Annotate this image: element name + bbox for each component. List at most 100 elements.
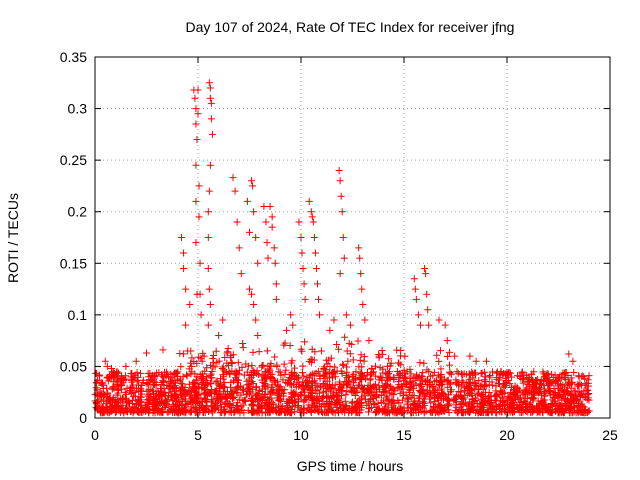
baseline-point (329, 408, 337, 416)
baseline-point (500, 382, 508, 390)
baseline-point (360, 357, 368, 365)
baseline-point (430, 406, 438, 414)
roti-point (180, 249, 188, 257)
baseline-point (155, 404, 163, 412)
baseline-point (276, 368, 284, 376)
baseline-point (322, 370, 330, 378)
baseline-point (370, 391, 378, 399)
baseline-point (568, 378, 576, 386)
baseline-point (498, 390, 506, 398)
roti-point (248, 290, 256, 298)
baseline-point (106, 409, 114, 417)
baseline-point (314, 396, 322, 404)
baseline-point (216, 409, 224, 417)
roti-point (182, 285, 190, 293)
baseline-point (261, 371, 269, 379)
baseline-point (510, 390, 518, 398)
y-tick-label: 0.15 (60, 255, 87, 271)
baseline-point (482, 382, 490, 390)
roti-point (441, 321, 449, 329)
baseline-point (561, 400, 569, 408)
baseline-point (397, 361, 405, 369)
roti-point (340, 254, 348, 262)
baseline-point (219, 371, 227, 379)
baseline-point (214, 392, 222, 400)
baseline-point (249, 402, 257, 410)
baseline-point (211, 363, 219, 371)
baseline-point (331, 381, 339, 389)
roti-point (295, 218, 303, 226)
roti-point (264, 254, 272, 262)
baseline-point (376, 406, 384, 414)
baseline-point (253, 367, 261, 375)
baseline-point (182, 408, 190, 416)
baseline-point (162, 392, 170, 400)
baseline-point (534, 397, 542, 405)
baseline-point (128, 378, 136, 386)
roti-point (254, 331, 262, 339)
roti-point (435, 316, 443, 324)
baseline-point (178, 392, 186, 400)
baseline-point (335, 386, 343, 394)
x-tick-label: 5 (194, 427, 202, 443)
baseline-point (279, 376, 287, 384)
baseline-point (372, 372, 380, 380)
baseline-point (103, 384, 111, 392)
x-axis-label: GPS time / hours (297, 458, 404, 474)
baseline-point (309, 384, 317, 392)
baseline-point (274, 391, 282, 399)
roti-point (262, 218, 270, 226)
baseline-point (348, 398, 356, 406)
baseline-point (450, 396, 458, 404)
baseline-point (322, 356, 330, 364)
baseline-point (181, 389, 189, 397)
baseline-point (558, 408, 566, 416)
baseline-point (392, 405, 400, 413)
baseline-point (379, 407, 387, 415)
baseline-point (364, 368, 372, 376)
roti-point (268, 223, 276, 231)
baseline-point (416, 393, 424, 401)
baseline-point (311, 401, 319, 409)
baseline-point (518, 369, 526, 377)
roti-point (335, 166, 343, 174)
roti-point (178, 234, 186, 241)
baseline-point (394, 378, 402, 386)
baseline-point (207, 361, 215, 369)
roti-point (569, 357, 577, 365)
baseline-point (327, 387, 335, 395)
baseline-point (305, 374, 313, 382)
baseline-point (149, 381, 157, 389)
baseline-point (382, 394, 390, 402)
baseline-point (495, 380, 503, 388)
baseline-point (132, 399, 140, 407)
baseline-point (179, 350, 187, 358)
baseline-point (245, 380, 253, 388)
baseline-point (317, 347, 325, 355)
roti-point (122, 362, 130, 370)
baseline-point (370, 382, 378, 390)
y-axis-label: ROTI / TECUs (5, 193, 21, 283)
baseline-point (564, 387, 571, 395)
baseline-point (331, 363, 339, 371)
baseline-point (298, 389, 306, 397)
baseline-point (114, 386, 122, 394)
baseline-point (194, 394, 202, 402)
roti-point (336, 270, 344, 278)
baseline-point (233, 369, 241, 377)
baseline-point (384, 401, 392, 409)
baseline-point (196, 407, 204, 415)
baseline-point (167, 393, 175, 401)
baseline-point (218, 403, 226, 411)
baseline-point (208, 367, 216, 375)
baseline-point (266, 390, 274, 398)
baseline-point (546, 406, 554, 414)
roti-point (336, 177, 344, 185)
baseline-point (415, 408, 423, 416)
baseline-point (383, 406, 391, 414)
baseline-point (535, 407, 543, 415)
baseline-point (313, 406, 321, 414)
baseline-point (472, 379, 480, 387)
baseline-point (393, 368, 401, 376)
